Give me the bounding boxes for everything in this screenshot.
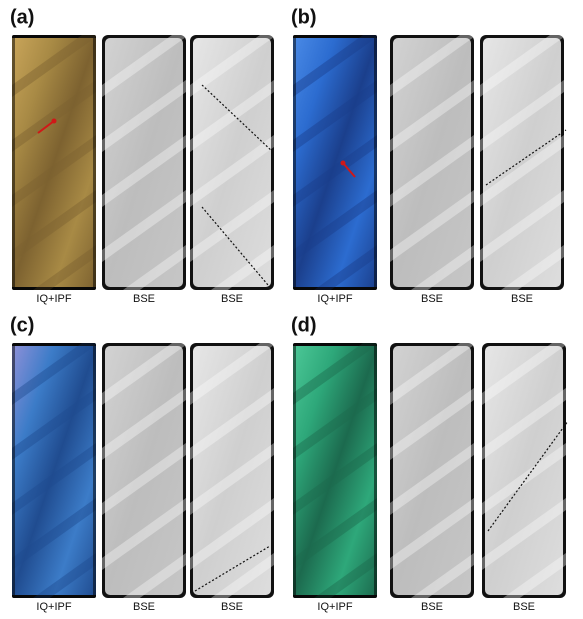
panel: (c) IQ+IPF BSE BSE — [10, 314, 276, 619]
micrograph — [388, 25, 476, 317]
panel: (a) IQ+IPF BSE BSE — [10, 6, 276, 317]
micrograph — [188, 333, 276, 619]
micrograph — [388, 333, 476, 619]
panel: (b) IQ+IPF BSE BSE — [291, 6, 566, 317]
image-caption: BSE — [513, 601, 535, 613]
panel-label: (a) — [10, 6, 34, 28]
page: {"panels": [ {"label": "(a)", "captions"… — [0, 0, 583, 619]
micrograph — [100, 333, 188, 619]
image-caption: IQ+IPF — [317, 293, 352, 305]
arrow-head — [341, 161, 346, 166]
micrograph — [291, 333, 379, 619]
micrograph — [291, 25, 379, 317]
image-caption: BSE — [221, 293, 243, 305]
image-caption: IQ+IPF — [36, 293, 71, 305]
micrograph — [100, 25, 188, 317]
micrograph — [480, 333, 568, 619]
image-caption: BSE — [511, 293, 533, 305]
image-caption: IQ+IPF — [317, 601, 352, 613]
image-caption: BSE — [221, 601, 243, 613]
micrograph — [10, 333, 98, 619]
figure: (a)IQ+IPFBSEBSE(b)IQ+IPFBSEBSE(c)IQ+IPFB… — [0, 0, 583, 619]
panel-label: (d) — [291, 314, 317, 336]
micrograph — [188, 25, 276, 317]
arrow-head — [52, 119, 57, 124]
micrograph — [10, 25, 98, 317]
image-caption: IQ+IPF — [36, 601, 71, 613]
image-caption: BSE — [421, 293, 443, 305]
image-caption: BSE — [421, 601, 443, 613]
image-caption: BSE — [133, 293, 155, 305]
image-caption: BSE — [133, 601, 155, 613]
micrograph — [478, 25, 566, 317]
panel: (d) IQ+IPF BSE BSE — [291, 314, 568, 619]
panel-label: (c) — [10, 314, 34, 336]
panel-label: (b) — [291, 6, 317, 28]
